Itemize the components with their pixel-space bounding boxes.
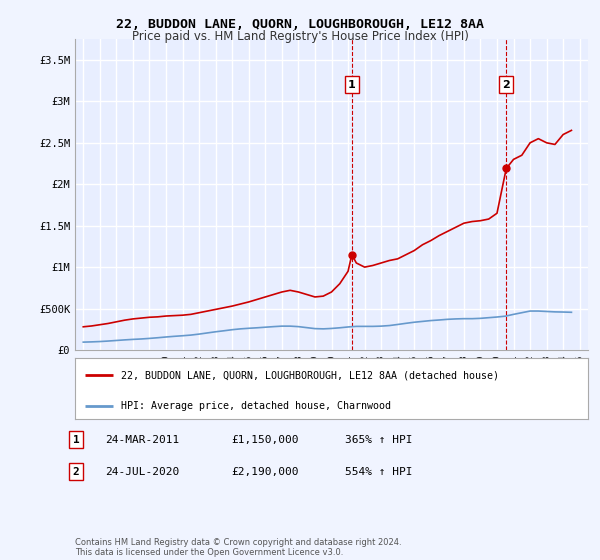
Text: 24-JUL-2020: 24-JUL-2020 [105,466,179,477]
Text: £1,150,000: £1,150,000 [231,435,299,445]
Text: 1: 1 [348,80,356,90]
Text: 2: 2 [73,466,80,477]
Text: 2: 2 [502,80,510,90]
Text: HPI: Average price, detached house, Charnwood: HPI: Average price, detached house, Char… [121,400,391,410]
Text: Price paid vs. HM Land Registry's House Price Index (HPI): Price paid vs. HM Land Registry's House … [131,30,469,43]
Text: 365% ↑ HPI: 365% ↑ HPI [345,435,413,445]
Text: 22, BUDDON LANE, QUORN, LOUGHBOROUGH, LE12 8AA (detached house): 22, BUDDON LANE, QUORN, LOUGHBOROUGH, LE… [121,370,499,380]
Text: 1: 1 [73,435,80,445]
Text: Contains HM Land Registry data © Crown copyright and database right 2024.
This d: Contains HM Land Registry data © Crown c… [75,538,401,557]
Text: £2,190,000: £2,190,000 [231,466,299,477]
Text: 22, BUDDON LANE, QUORN, LOUGHBOROUGH, LE12 8AA: 22, BUDDON LANE, QUORN, LOUGHBOROUGH, LE… [116,18,484,31]
Text: 554% ↑ HPI: 554% ↑ HPI [345,466,413,477]
Text: 24-MAR-2011: 24-MAR-2011 [105,435,179,445]
